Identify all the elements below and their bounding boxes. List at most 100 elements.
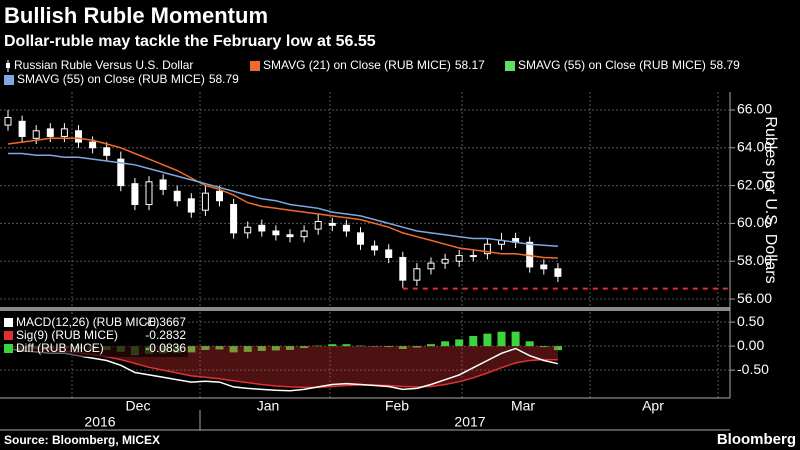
candle-body (427, 262, 435, 270)
sma-line (7, 137, 558, 259)
diff-bar (427, 344, 435, 347)
diff-bar (286, 346, 294, 350)
x-tick-label: Apr (642, 398, 664, 414)
candle-body (328, 222, 336, 226)
sma-line (8, 152, 558, 248)
diff-bar (201, 346, 210, 350)
macd-line (7, 347, 559, 392)
candle-body (46, 128, 54, 137)
diff-bar (356, 345, 365, 347)
legend-value: 58.79 (710, 58, 740, 72)
diff-bar (497, 331, 506, 347)
diff-bar (370, 346, 379, 347)
diff-bar (328, 344, 337, 347)
legend-value: 58.17 (455, 58, 485, 72)
candle-body (131, 183, 139, 206)
diff-bar (525, 341, 534, 347)
legend-swatch (4, 344, 13, 353)
candle-body (540, 264, 548, 270)
diff-bar (455, 339, 464, 347)
diff-bar (271, 346, 280, 351)
y-tick-label: 58.00 (737, 252, 772, 268)
diff-bar (511, 331, 520, 347)
candle-body (216, 190, 223, 202)
month-grid (71, 92, 719, 398)
diff-bar (229, 346, 238, 353)
legend-entry: SMAVG (55) on Close (RUB MICE) 58.79 (17, 72, 239, 86)
candle-body (371, 245, 379, 251)
logo: Bloomberg (717, 431, 796, 448)
source: Source: Bloomberg, MICEX (4, 433, 160, 447)
candle-body (187, 198, 195, 213)
legend-swatch (250, 61, 260, 71)
diff-bar (314, 345, 323, 347)
diff-bar (257, 346, 266, 351)
legend-swatch (4, 75, 14, 85)
candle-body (385, 249, 393, 258)
candle-body (60, 128, 68, 137)
candle-body (103, 147, 111, 156)
candle-body (18, 120, 26, 137)
candle-body (32, 130, 40, 139)
y-tick-label: 62.00 (737, 176, 772, 192)
legend-candle-body (6, 63, 10, 68)
diff-bar (384, 346, 393, 348)
legend-label: SMAVG (55) on Close (RUB MICE) (518, 58, 706, 72)
legend-entry: SMAVG (21) on Close (RUB MICE) 58.17 (263, 58, 485, 72)
legend-swatch (4, 331, 13, 340)
chart-title: Bullish Ruble Momentum (4, 3, 268, 28)
legend-value: -0.3667 (145, 315, 186, 329)
diff-bar (539, 346, 548, 348)
candle-body (230, 204, 238, 234)
candle-body (159, 179, 167, 190)
x-tick-label: Jan (257, 398, 280, 414)
candle-body (441, 258, 449, 264)
legend-swatch (4, 318, 13, 327)
y-tick-label: -0.50 (737, 361, 769, 377)
legend-entry: SMAVG (55) on Close (RUB MICE) 58.79 (518, 58, 740, 72)
candle-body (244, 226, 252, 234)
candle-body (201, 192, 209, 211)
candle-body (145, 181, 153, 206)
candle-body (455, 255, 463, 262)
candle-body (469, 255, 477, 258)
y-tick-label: 60.00 (737, 214, 772, 230)
candle-body (314, 221, 322, 230)
legend-value: 58.79 (209, 72, 239, 86)
diff-bar (412, 346, 421, 348)
diff-bar (187, 346, 196, 353)
legend-value: -0.2832 (145, 328, 186, 342)
legend-label: Diff (RUB MICE) (16, 341, 104, 355)
y-tick-label: 0.00 (737, 337, 764, 353)
candle-body (413, 268, 421, 281)
y-tick-label: 66.00 (737, 101, 772, 117)
candle-body (286, 234, 294, 238)
candle-body (399, 256, 407, 281)
diff-bar (441, 341, 450, 347)
candle-body (300, 230, 308, 238)
legend-label: SMAVG (21) on Close (RUB MICE) (263, 58, 451, 72)
y-tick-label: 0.50 (737, 313, 764, 329)
candle-body (357, 232, 364, 245)
y-axis-label: Rubles per U.S. Dollars (762, 116, 779, 283)
panel-separator (0, 307, 730, 311)
candle-body (258, 224, 266, 232)
legend-label: MACD(12,26) (RUB MICE) (16, 315, 159, 329)
diff-bar (483, 333, 492, 347)
candle-body (75, 130, 82, 143)
diff-bar (398, 346, 407, 349)
candle-body (483, 243, 491, 255)
diff-bar (215, 346, 224, 350)
legend-swatch (505, 61, 515, 71)
candle-body (173, 190, 181, 202)
y-tick-label: 56.00 (737, 290, 772, 306)
legend-box (0, 314, 188, 357)
y-tick-label: 64.00 (737, 138, 772, 154)
x-tick-label: Feb (385, 398, 409, 414)
legend-icon (6, 60, 10, 72)
legend-value: -0.0836 (145, 341, 186, 355)
diff-bar (342, 344, 351, 347)
